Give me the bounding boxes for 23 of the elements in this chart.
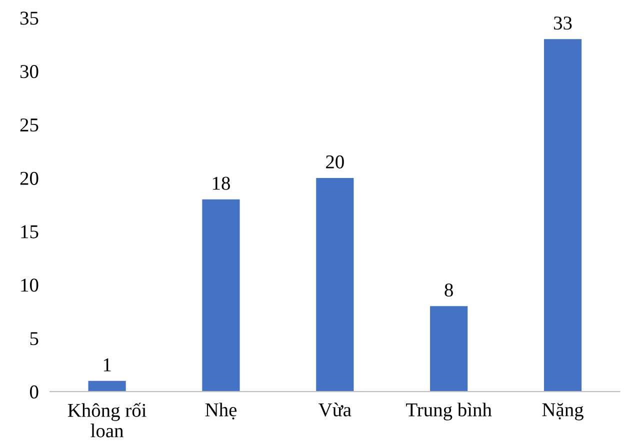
y-tick-label: 35: [20, 12, 38, 25]
y-tick-label: 10: [21, 278, 38, 292]
bar: [430, 306, 468, 392]
x-tick-label: Không rối loan: [68, 402, 146, 438]
bar: [202, 199, 240, 392]
y-tick-label: 20: [20, 172, 38, 185]
data-label: 33: [554, 16, 572, 30]
bar: [544, 39, 582, 392]
x-tick-label: Nhẹ: [205, 402, 236, 420]
data-label: 1: [104, 358, 111, 372]
y-tick-label: 5: [30, 332, 38, 346]
x-tick-label: Trung bình: [406, 402, 492, 420]
y-tick-label: 30: [20, 65, 38, 78]
data-label: 18: [212, 176, 230, 190]
y-tick-label: 15: [21, 225, 38, 238]
data-label: 8: [444, 284, 453, 297]
x-tick-label: Nặng: [542, 403, 584, 420]
x-tick-label: Vừa: [318, 402, 352, 416]
y-tick-label: 25: [20, 118, 38, 132]
bar: [316, 178, 354, 392]
bar: [88, 380, 126, 392]
y-tick-label: 0: [30, 385, 38, 399]
data-label: 20: [326, 155, 344, 168]
